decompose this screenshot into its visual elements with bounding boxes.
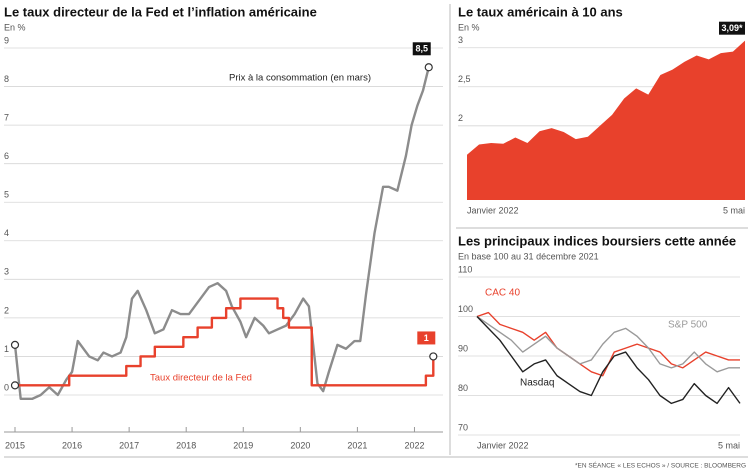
series-line — [13, 66, 430, 401]
x-tick-label: 2019 — [233, 440, 253, 450]
y-tick-label: 3 — [458, 35, 463, 45]
x-tick-label: Janvier 2022 — [467, 205, 519, 215]
y-tick-label: 7 — [4, 112, 9, 122]
series-label: Nasdaq — [520, 378, 554, 389]
x-tick-label: 2018 — [176, 440, 196, 450]
end-marker — [424, 63, 433, 72]
series-label: Taux directeur de la Fed — [150, 373, 252, 384]
y-tick-label: 5 — [4, 190, 9, 200]
x-tick-label: 2015 — [5, 440, 25, 450]
series-label: Prix à la consommation (en mars) — [229, 73, 371, 84]
end-label: 1 — [424, 333, 429, 343]
y-tick-label: 8 — [4, 74, 9, 84]
x-tick-label: 5 mai — [723, 205, 745, 215]
footnote: *EN SÉANCE — [575, 461, 616, 470]
end-label: 3,09* — [721, 23, 743, 33]
chart-subtitle: En % — [4, 22, 26, 32]
chart-subtitle: En base 100 au 31 décembre 2021 — [458, 251, 599, 261]
chart-title: Les principaux indices boursiers cette a… — [458, 233, 736, 248]
x-tick-label: 2021 — [347, 440, 367, 450]
series-label: CAC 40 — [485, 288, 520, 299]
chart-subtitle: En % — [458, 22, 480, 32]
series-line — [476, 315, 740, 373]
y-tick-label: 90 — [458, 343, 468, 353]
start-marker — [10, 381, 20, 390]
y-tick-label: 2,5 — [458, 74, 471, 84]
end-marker — [429, 352, 438, 361]
end-label-box — [719, 21, 745, 35]
x-tick-label: 2022 — [404, 440, 424, 450]
y-tick-label: 4 — [4, 228, 9, 238]
y-tick-label: 0 — [4, 382, 9, 392]
end-label: 8,5 — [415, 44, 428, 54]
y-tick-label: 70 — [458, 422, 468, 432]
series-line — [15, 297, 435, 387]
series-label: S&P 500 — [668, 320, 708, 331]
y-tick-label: 2 — [4, 305, 9, 315]
y-tick-label: 6 — [4, 151, 9, 161]
x-tick-label: 2017 — [119, 440, 139, 450]
start-marker — [10, 340, 20, 349]
y-tick-label: 2 — [458, 113, 463, 123]
x-tick-label: 2016 — [62, 440, 82, 450]
x-tick-label: 2020 — [290, 440, 310, 450]
y-tick-label: 110 — [458, 264, 472, 274]
chart-title: Le taux directeur de la Fed et l’inflati… — [4, 4, 317, 19]
y-tick-label: 1 — [4, 344, 9, 354]
y-tick-label: 80 — [458, 383, 468, 393]
x-tick-label: Janvier 2022 — [477, 440, 529, 450]
x-tick-label: 5 mai — [718, 440, 740, 450]
y-tick-label: 3 — [4, 267, 9, 277]
y-tick-label: 9 — [4, 35, 9, 45]
area — [467, 40, 745, 200]
series-line — [476, 316, 741, 405]
y-tick-label: 100 — [458, 304, 473, 314]
source: « LES ECHOS » / SOURCE : BLOOMBERG — [617, 463, 746, 470]
end-label-box — [417, 331, 436, 345]
end-label-box — [412, 42, 431, 56]
chart-title: Le taux américain à 10 ans — [458, 4, 623, 19]
